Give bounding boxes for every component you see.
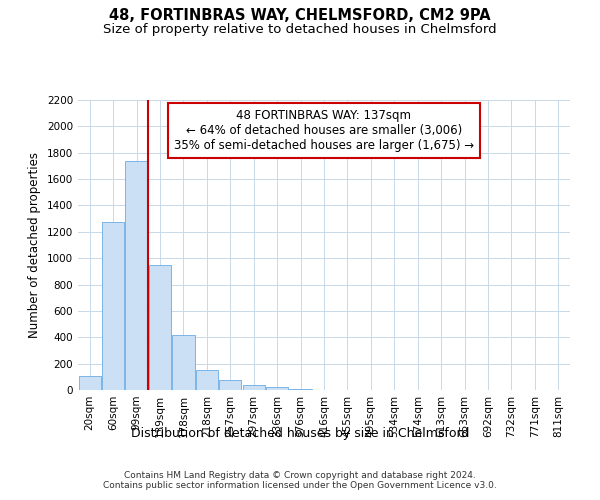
- Text: 48, FORTINBRAS WAY, CHELMSFORD, CM2 9PA: 48, FORTINBRAS WAY, CHELMSFORD, CM2 9PA: [109, 8, 491, 22]
- Bar: [149, 265, 171, 390]
- Bar: [125, 160, 148, 390]
- Text: Size of property relative to detached houses in Chelmsford: Size of property relative to detached ho…: [103, 22, 497, 36]
- Bar: [219, 380, 241, 390]
- Bar: [172, 336, 194, 390]
- Bar: [266, 386, 288, 390]
- Bar: [79, 376, 101, 390]
- Bar: [196, 370, 218, 390]
- Bar: [102, 222, 124, 390]
- Text: Distribution of detached houses by size in Chelmsford: Distribution of detached houses by size …: [131, 428, 469, 440]
- Bar: [242, 386, 265, 390]
- Text: Contains HM Land Registry data © Crown copyright and database right 2024.
Contai: Contains HM Land Registry data © Crown c…: [103, 470, 497, 490]
- Text: 48 FORTINBRAS WAY: 137sqm
← 64% of detached houses are smaller (3,006)
35% of se: 48 FORTINBRAS WAY: 137sqm ← 64% of detac…: [174, 108, 474, 152]
- Y-axis label: Number of detached properties: Number of detached properties: [28, 152, 41, 338]
